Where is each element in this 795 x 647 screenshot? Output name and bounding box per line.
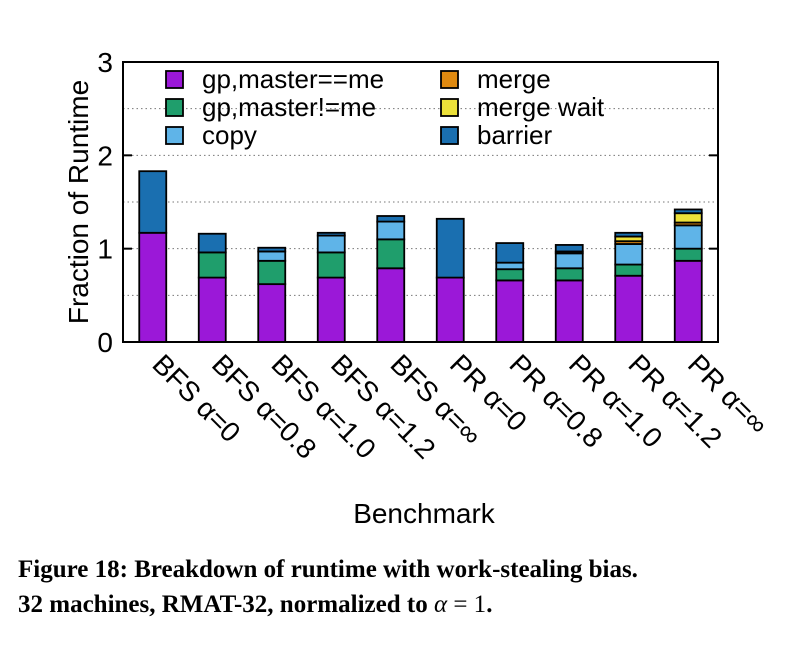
bar-segment xyxy=(495,261,525,271)
bars xyxy=(138,170,703,343)
bar-segment xyxy=(554,252,584,270)
legend-swatch xyxy=(165,126,184,145)
caption-text-1: Breakdown of runtime with work-stealing … xyxy=(134,556,638,583)
bar-segment xyxy=(495,279,525,343)
y-tick-label: 3 xyxy=(97,47,113,78)
figure-caption: Figure 18: Breakdown of runtime with wor… xyxy=(18,552,788,622)
bar-segment xyxy=(316,276,346,343)
bar-segment xyxy=(614,243,644,266)
bar-segment xyxy=(316,251,346,279)
bar-segment xyxy=(435,276,465,343)
legend-swatch xyxy=(440,126,459,145)
caption-line-2: 32 machines, RMAT-32, normalized to α = … xyxy=(18,587,788,622)
y-tick-label: 0 xyxy=(97,327,113,358)
bar-segment xyxy=(673,259,703,343)
bar-segment xyxy=(257,246,287,253)
bar-segment xyxy=(673,212,703,224)
bar-segment xyxy=(614,263,644,277)
bar-segment xyxy=(257,259,287,286)
bar-segment xyxy=(197,276,227,343)
bar-segment xyxy=(435,217,465,279)
y-axis-label: Fraction of Runtime xyxy=(63,80,94,324)
x-axis-label: Benchmark xyxy=(353,498,496,529)
bar-segment xyxy=(197,232,227,254)
bar-segment xyxy=(554,244,584,253)
y-axis: 0 1 2 3 xyxy=(97,47,718,358)
legend-label: gp,master==me xyxy=(202,64,384,94)
plot-frame xyxy=(122,61,719,343)
bar-segment xyxy=(316,234,346,254)
legend-swatch xyxy=(440,70,459,89)
bar-segment xyxy=(138,231,168,343)
bar-segment xyxy=(376,215,406,223)
legend-swatch xyxy=(165,98,184,117)
legend-label: merge xyxy=(477,64,551,94)
bar-segment xyxy=(376,238,406,270)
legend-label: barrier xyxy=(477,120,552,150)
y-tick-label: 1 xyxy=(97,234,113,265)
legend-label: merge wait xyxy=(477,92,605,122)
bar-segment xyxy=(554,279,584,343)
bar-segment xyxy=(673,224,703,250)
bar-segment xyxy=(495,268,525,282)
bar-segment xyxy=(614,231,644,238)
caption-text-2: 32 machines, RMAT-32, normalized to xyxy=(18,591,428,618)
bar-segment xyxy=(257,250,287,262)
bar-segment xyxy=(376,267,406,343)
caption-period: . xyxy=(486,591,493,618)
caption-math-rest: = 1 xyxy=(447,591,487,618)
legend-swatch xyxy=(165,70,184,89)
bar-segment xyxy=(673,247,703,262)
bar-segment xyxy=(673,208,703,215)
caption-line-1: Figure 18: Breakdown of runtime with wor… xyxy=(18,552,788,587)
legend-swatch xyxy=(440,98,459,117)
caption-math-var: α xyxy=(433,591,448,618)
caption-label: Figure 18: xyxy=(18,556,128,583)
bar-segment xyxy=(138,170,168,234)
legend-label: copy xyxy=(202,120,257,150)
bar-segment xyxy=(376,220,406,241)
y-tick-label: 2 xyxy=(97,140,113,171)
legend-label: gp,master!=me xyxy=(202,92,376,122)
bar-segment xyxy=(614,274,644,343)
bar-segment xyxy=(495,242,525,264)
bar-segment xyxy=(257,283,287,343)
bar-segment xyxy=(554,267,584,282)
bar-segment xyxy=(316,231,346,237)
bar-segment xyxy=(197,251,227,279)
